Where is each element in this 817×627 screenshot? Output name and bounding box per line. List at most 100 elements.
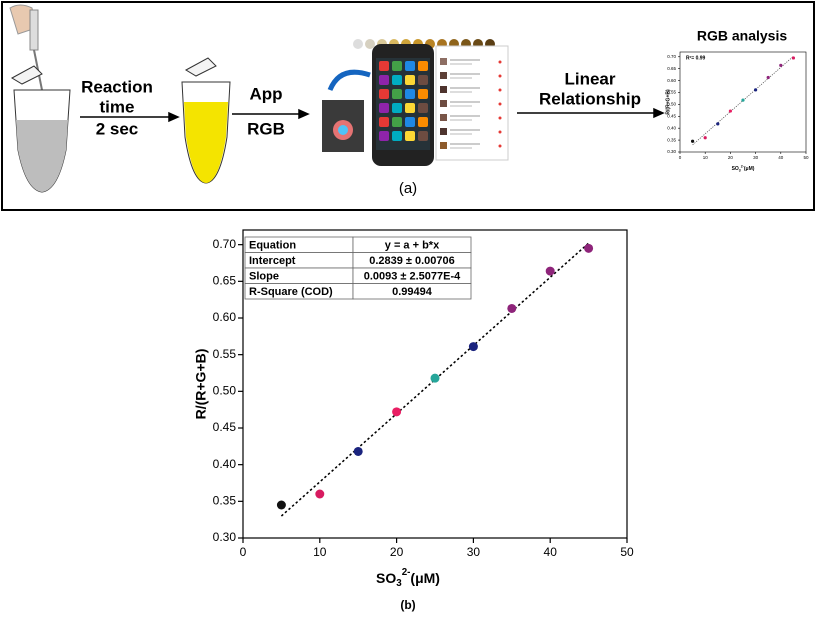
x-tick-label: 50 — [620, 545, 634, 559]
data-point — [507, 303, 517, 313]
x-axis-label-part: 3 — [739, 168, 741, 172]
step-label: Relationship — [539, 89, 641, 108]
x-tick-label: 0 — [679, 155, 682, 160]
data-point — [791, 56, 796, 60]
x-axis-label: SO32-(μM) — [376, 567, 440, 589]
data-point — [392, 407, 402, 417]
phone-icon — [379, 61, 389, 71]
y-axis-label: R/(R+G+B) — [193, 349, 209, 420]
x-tick-label: 40 — [778, 155, 784, 160]
y-tick-label: 0.30 — [213, 530, 237, 544]
phone-icon — [379, 89, 389, 99]
table-text: Equation — [249, 240, 296, 252]
y-tick-label: 0.45 — [213, 420, 237, 434]
row-dot — [498, 102, 502, 106]
x-axis-label-part: SO — [376, 570, 396, 586]
x-axis-label-part: 2- — [402, 567, 411, 578]
phone-icon — [405, 89, 415, 99]
app-screenshot — [435, 45, 509, 161]
phone-icon — [405, 103, 415, 113]
app-icon — [322, 69, 371, 152]
data-point — [779, 63, 783, 67]
x-tick-label: 40 — [544, 545, 558, 559]
data-point — [430, 373, 440, 383]
plot-frame — [242, 229, 628, 539]
x-tick-label: 10 — [313, 545, 327, 559]
fit-line — [692, 55, 794, 146]
table-text: 0.0093 ± 2.5077E-4 — [364, 271, 461, 283]
data-point — [728, 109, 733, 113]
y-tick-label: 0.60 — [667, 78, 676, 83]
phone-icon — [392, 131, 402, 141]
panel-caption: (a) — [399, 180, 417, 197]
x-axis-label-part: 2- — [741, 164, 745, 168]
swatch — [365, 39, 375, 49]
x-axis-label-part: (μM) — [410, 570, 440, 586]
annotation: R²= 0.99 — [686, 55, 706, 61]
step-label: 2 sec — [96, 119, 139, 138]
y-tick-label: 0.60 — [213, 310, 237, 324]
table-text: 0.99494 — [392, 286, 433, 298]
table-text: y = a + b*x — [385, 240, 440, 252]
pipette-illustration — [9, 4, 45, 101]
y-tick-label: 0.35 — [667, 137, 676, 142]
swatch — [353, 39, 363, 49]
x-tick-label: 20 — [390, 545, 404, 559]
y-tick-label: 0.55 — [213, 347, 237, 361]
phone-icon — [392, 75, 402, 85]
data-point — [545, 266, 555, 276]
chart-title: RGB analysis — [697, 28, 787, 44]
table-cell — [352, 283, 472, 300]
tube-yellow — [181, 57, 231, 184]
phone-icon — [418, 117, 428, 127]
step-label: time — [100, 97, 135, 116]
x-tick-label: 10 — [703, 155, 709, 160]
x-tick-label: 20 — [728, 155, 734, 160]
phone-icon — [379, 103, 389, 113]
x-tick-label: 0 — [240, 545, 247, 559]
y-tick-label: 0.65 — [213, 274, 237, 288]
table-text: 0.2839 ± 0.00706 — [369, 255, 455, 267]
arrows — [80, 107, 665, 123]
phone-icon — [405, 117, 415, 127]
phone-icon — [418, 131, 428, 141]
row-swatch — [440, 142, 447, 149]
phone-icon — [405, 131, 415, 141]
y-tick-label: 0.70 — [213, 237, 237, 251]
phone-icon — [392, 117, 402, 127]
data-point — [741, 98, 745, 102]
row-swatch — [440, 114, 447, 121]
row-dot — [498, 74, 502, 78]
x-axis-label-part: 3 — [396, 578, 402, 589]
row-dot — [498, 60, 502, 64]
phone-icon — [392, 89, 402, 99]
data-point — [703, 136, 707, 140]
phone — [372, 44, 434, 166]
y-tick-label: 0.50 — [213, 384, 237, 398]
y-tick-label: 0.40 — [213, 457, 237, 471]
data-point — [353, 446, 363, 456]
row-dot — [498, 88, 502, 92]
row-swatch — [440, 100, 447, 107]
y-tick-label: 0.45 — [667, 113, 676, 118]
data-point — [766, 75, 770, 80]
fit-line — [280, 242, 590, 517]
phone-icon — [418, 103, 428, 113]
x-axis-label-part: (μM) — [744, 166, 755, 172]
row-swatch — [440, 72, 447, 79]
plot-frame — [679, 51, 807, 153]
data-point — [691, 139, 695, 143]
scheme-frame — [1, 1, 815, 211]
row-swatch — [440, 128, 447, 135]
x-axis-label-part: SO — [732, 166, 739, 172]
y-axis-label: R/(R+G+B) — [665, 89, 671, 115]
phone-icon — [418, 61, 428, 71]
y-tick-label: 0.35 — [213, 494, 237, 508]
y-tick-label: 0.55 — [667, 90, 676, 95]
step-label: Linear — [564, 69, 615, 88]
phone-icon — [392, 61, 402, 71]
phone-icon — [405, 61, 415, 71]
table-text: Intercept — [249, 255, 296, 267]
row-dot — [498, 130, 502, 134]
